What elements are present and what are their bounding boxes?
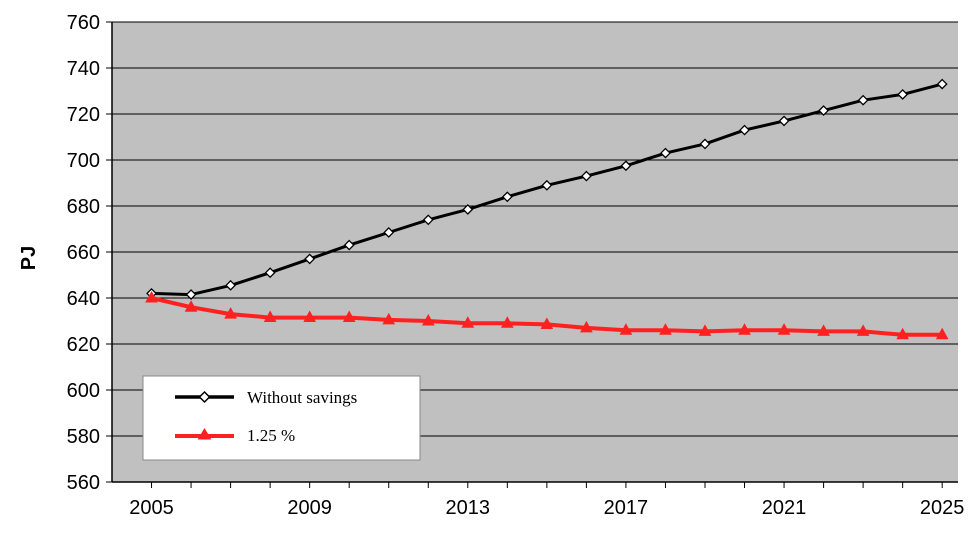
data-point-triangle [738, 323, 751, 335]
data-point-diamond [857, 94, 869, 106]
data-point-diamond [462, 204, 474, 215]
y-tick-label: 580 [67, 426, 100, 448]
data-point-triangle [342, 310, 356, 323]
data-point-diamond [225, 279, 237, 291]
y-tick-label: 720 [67, 104, 100, 126]
data-point-triangle [540, 317, 554, 329]
series-1-25-percent [145, 290, 949, 340]
series-layer [145, 78, 949, 340]
x-tick-label: 2005 [129, 497, 174, 519]
data-point-diamond [383, 227, 395, 238]
data-point-triangle [659, 323, 672, 335]
y-axis-ticks: 560 580 600 620 640 660 680 700 720 740 760 [67, 12, 112, 494]
x-tick-label: 2009 [287, 497, 332, 519]
data-point-triangle [382, 312, 396, 325]
data-point-diamond [422, 214, 434, 226]
y-axis-label: PJ [18, 246, 40, 270]
legend-label-without-savings: Without savings [247, 388, 357, 407]
data-point-triangle [580, 320, 593, 333]
data-point-triangle [817, 324, 830, 336]
data-point-diamond [580, 170, 592, 182]
data-point-triangle [619, 323, 633, 335]
data-point-diamond [501, 191, 513, 203]
x-tick-label: 2013 [446, 497, 491, 519]
x-axis-ticks: 2005 2009 2013 2017 2021 2025 [129, 482, 964, 519]
data-point-diamond [343, 239, 355, 251]
data-point-triangle [263, 310, 277, 323]
y-tick-label: 680 [67, 196, 100, 218]
data-point-diamond [897, 89, 909, 100]
x-tick-label: 2021 [762, 497, 807, 519]
y-tick-label: 640 [67, 288, 100, 310]
series-without-savings [146, 78, 948, 300]
y-tick-label: 760 [67, 12, 100, 34]
gridlines [112, 21, 958, 437]
y-tick-label: 700 [67, 150, 100, 172]
data-point-diamond [699, 138, 711, 150]
data-point-diamond [778, 115, 790, 127]
data-point-diamond [185, 289, 197, 300]
data-point-triangle [184, 300, 198, 312]
data-point-triangle [896, 327, 909, 340]
legend-marker-diamond-icon [198, 390, 211, 404]
y-tick-label: 620 [67, 334, 100, 356]
legend-marker-triangle-icon [197, 428, 212, 440]
data-point-triangle [421, 313, 435, 326]
data-point-diamond [818, 105, 830, 116]
data-point-diamond [264, 267, 276, 279]
data-point-diamond [304, 253, 316, 265]
data-point-diamond [620, 160, 632, 172]
y-tick-label: 600 [67, 380, 100, 402]
x-tick-label: 2017 [604, 497, 649, 519]
data-point-triangle [303, 310, 317, 323]
data-point-diamond [739, 124, 750, 136]
data-point-triangle [856, 324, 870, 336]
data-point-diamond [541, 179, 553, 191]
legend-label-1-25: 1.25 % [247, 426, 295, 445]
data-point-diamond [936, 78, 948, 90]
data-point-triangle [500, 316, 514, 328]
data-point-triangle [935, 327, 949, 340]
x-tick-label: 2025 [920, 497, 965, 519]
data-point-diamond [660, 147, 671, 159]
legend: Without savings 1.25 % [142, 375, 421, 461]
data-point-triangle [777, 323, 791, 335]
legend-box [142, 375, 421, 461]
y-tick-label: 560 [67, 472, 100, 494]
data-point-triangle [224, 307, 237, 319]
data-point-triangle [145, 290, 158, 303]
data-point-triangle [698, 324, 712, 336]
y-tick-label: 660 [67, 242, 100, 264]
y-tick-label: 740 [67, 58, 100, 80]
data-point-triangle [461, 316, 475, 328]
